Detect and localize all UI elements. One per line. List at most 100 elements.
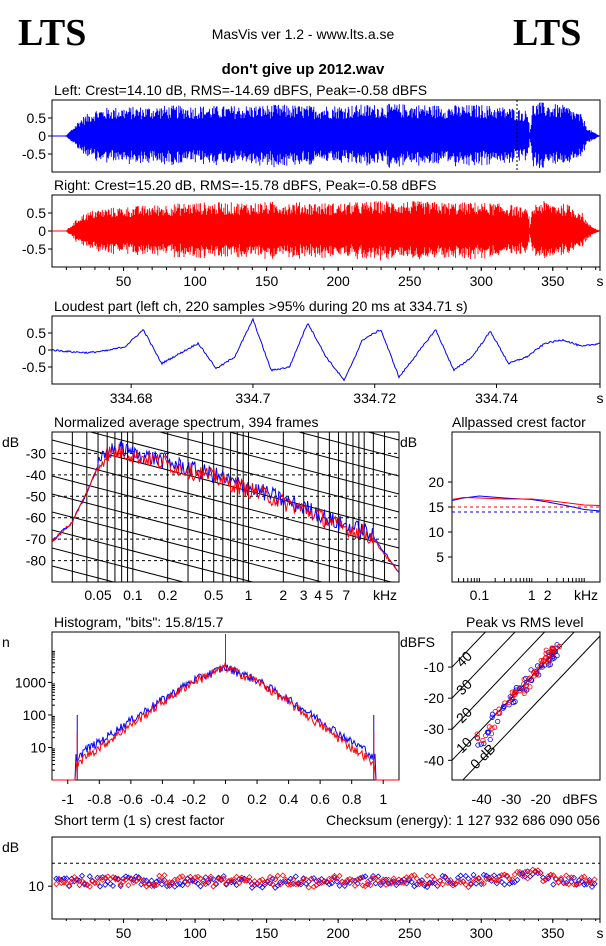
peak-rms-point-right: [527, 684, 533, 690]
loudest-xtick-label: 334.74: [475, 390, 518, 406]
peak-rms-point-right: [489, 725, 495, 731]
spectrum-diagonal-line: [296, 432, 399, 459]
crest-short-point-right: [68, 878, 75, 885]
peak-rms-ytick-label: -20: [424, 690, 444, 706]
crest-short-point-right: [519, 872, 526, 879]
crest-short-point-left: [570, 874, 578, 881]
crest-short-point-right: [573, 880, 580, 887]
spectrum-ylabel: dB: [2, 434, 19, 450]
crest-short-point-left: [205, 879, 212, 886]
peak-rms-point-right: [517, 685, 523, 691]
crest-short-point-right: [570, 881, 578, 888]
crest-short-point-right: [212, 880, 220, 887]
crest-short-point-right: [89, 878, 96, 885]
crest-short-point-right: [290, 876, 297, 883]
crest-short-point-left: [372, 880, 379, 887]
crest-short-point-left: [117, 882, 124, 890]
crest-short-point-right: [55, 876, 62, 883]
histogram-series-right: [52, 661, 399, 781]
loudest-title: Loudest part (left ch, 220 samples >95% …: [54, 298, 468, 314]
peak-rms-point-right: [483, 732, 489, 739]
crest-short-point-left: [403, 880, 410, 887]
crest-short-point-right: [413, 875, 420, 882]
spectrum-diagonals: [52, 432, 399, 582]
crest-short-point-right: [552, 875, 559, 882]
crest-short-point-right: [148, 882, 155, 890]
crest-short-point-left: [478, 880, 485, 888]
crest-short-point-right: [498, 872, 505, 879]
crest-short-point-left: [377, 882, 384, 889]
crest-short-point-right: [115, 875, 122, 882]
crest-short-point-right: [76, 882, 83, 889]
crest-short-point-right: [266, 873, 274, 881]
crest-short-frame: [51, 836, 601, 920]
right-wave-ytick-label: 0: [38, 223, 46, 239]
loudest-ytick-label: 0.5: [27, 325, 47, 341]
peak-rms-ytick-label: -10: [424, 659, 444, 675]
crest-short-point-left: [331, 874, 338, 881]
crest-short-point-right: [390, 875, 397, 882]
crest-short-point-left: [156, 877, 163, 884]
histogram-xtick-label: -0.2: [182, 791, 206, 807]
crest-short-point-right: [362, 883, 369, 890]
crest-short-point-right: [156, 872, 163, 879]
crest-short-point-right: [308, 875, 315, 882]
peak-rms-title: Peak vs RMS level: [466, 614, 583, 630]
right-wave-xtick-label: 250: [398, 273, 422, 289]
crest-short-point-right: [246, 874, 253, 881]
peak-rms-point-right: [543, 647, 549, 653]
peak-rms-point-right: [553, 645, 559, 651]
peak-rms-point-right: [521, 681, 527, 687]
spectrum-xtick-label: 0.5: [204, 587, 224, 603]
crest-short-point-left: [408, 878, 415, 885]
crest-short-point-left: [483, 872, 490, 879]
peak-rms-point-right: [512, 691, 518, 698]
loudest-xtick-label: s: [597, 390, 604, 406]
peak-rms-point-right: [486, 724, 492, 730]
crest-short-point-right: [509, 876, 516, 883]
histogram-ytick-label: 100: [23, 707, 47, 723]
crest-short-point-right: [460, 878, 467, 885]
spectrum-diagonal-line: [52, 493, 394, 582]
crest-short-point-left: [442, 873, 449, 880]
spectrum-ytick-label: -40: [26, 467, 46, 483]
crest-short-point-right: [58, 879, 65, 886]
peak-rms-point-right: [492, 709, 498, 715]
crest-short-point-right: [511, 871, 518, 878]
crest-short-point-right: [310, 883, 317, 890]
crest-short-point-left: [153, 878, 160, 885]
peak-rms-diag-line: [452, 632, 487, 668]
peak-rms-xtick-label: -20: [531, 791, 551, 807]
peak-rms-ytick-label: -30: [424, 721, 444, 737]
allpass-ytick-label: 10: [428, 524, 444, 540]
crest-short-point-right: [187, 873, 194, 880]
crest-short-point-right: [354, 876, 361, 883]
crest-short-point-right: [236, 879, 243, 887]
crest-short-point-right: [279, 872, 286, 879]
crest-short-point-right: [357, 875, 364, 882]
right-wave-xtick-label: 300: [470, 273, 494, 289]
crest-short-point-right: [521, 868, 529, 876]
peak-rms-point-left: [507, 694, 513, 700]
loudest-frame: [51, 315, 601, 385]
crest-short-point-left: [480, 871, 487, 878]
crest-short-point-right: [71, 874, 78, 881]
histogram-xtick-label: 0.6: [310, 791, 330, 807]
crest-short-point-right: [398, 879, 405, 886]
histogram-series-left: [52, 664, 399, 781]
crest-short-point-right: [480, 880, 487, 887]
crest-short-xtick-label: 100: [183, 925, 207, 941]
crest-short-point-right: [532, 868, 539, 875]
right-wave-title: Right: Crest=15.20 dB, RMS=-15.78 dBFS, …: [54, 177, 436, 193]
peak-rms-point-left: [481, 740, 487, 747]
crest-short-point-right: [493, 877, 500, 884]
crest-short-point-right: [158, 877, 165, 884]
crest-short-xtick-label: 300: [470, 925, 494, 941]
left-wave-ytick-label: 0.5: [27, 110, 47, 126]
crest-short-point-left: [519, 870, 526, 877]
allpass-xtick-label: kHz: [574, 587, 598, 603]
crest-short-point-right: [313, 882, 320, 889]
crest-short-point-right: [233, 873, 240, 880]
crest-short-point-right: [243, 877, 250, 884]
crest-short-point-left: [163, 883, 171, 890]
